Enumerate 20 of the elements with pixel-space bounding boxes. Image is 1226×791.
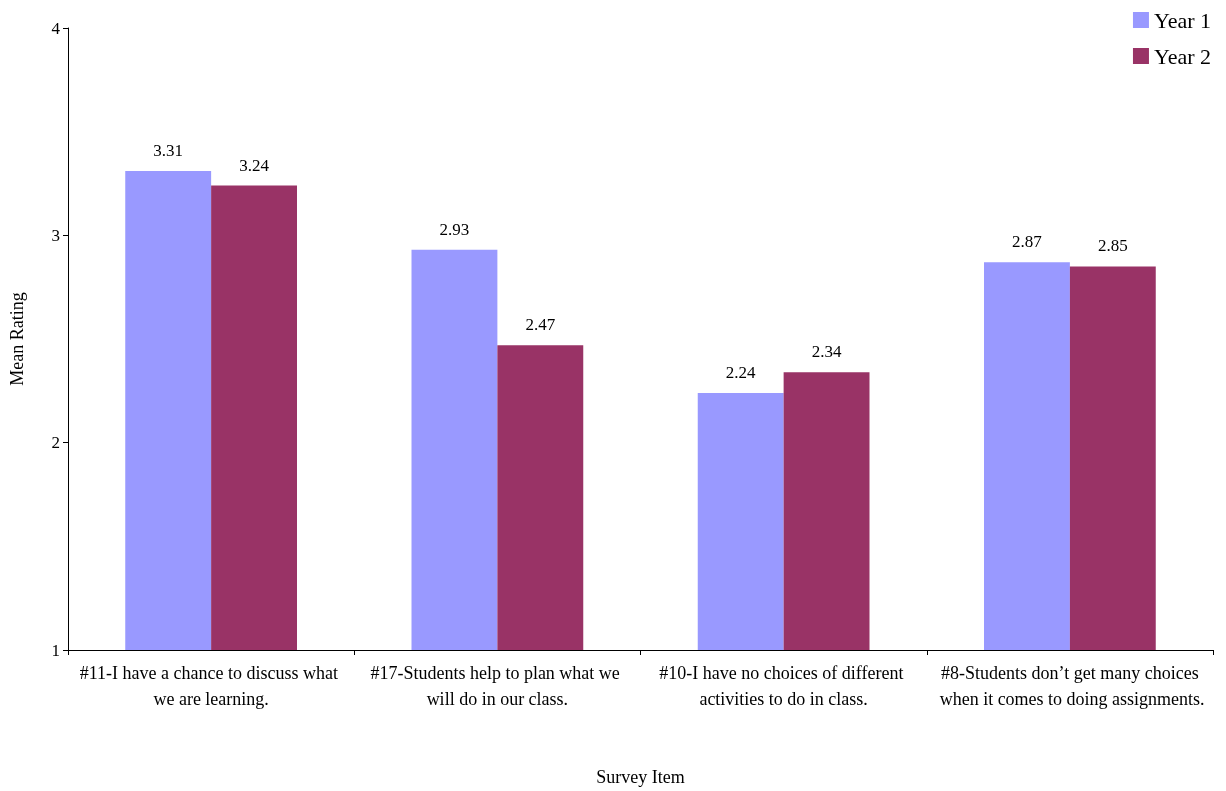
data-label: 2.24 bbox=[725, 362, 757, 382]
data-label: 2.85 bbox=[1097, 236, 1128, 256]
y-tick-label: 3 bbox=[51, 225, 60, 245]
data-label: 3.24 bbox=[239, 155, 270, 175]
y-tick-label: 4 bbox=[51, 18, 61, 38]
x-tick-label: #10-I have no choices of different activities to do in class. bbox=[659, 663, 908, 709]
legend-label: Year 1 bbox=[1153, 7, 1212, 33]
data-label: 2.47 bbox=[525, 315, 556, 335]
y-tick-label: 1 bbox=[51, 640, 60, 660]
data-label: 3.31 bbox=[153, 141, 184, 161]
legend-label: Year 2 bbox=[1153, 43, 1212, 69]
x-axis-title: Survey Item bbox=[596, 767, 685, 787]
x-tick-label: #17-Students help to plan what we will do in our class. bbox=[370, 663, 625, 709]
data-label: 2.87 bbox=[1012, 232, 1043, 252]
x-tick-label: #8-Students don’t get many choices when it comes to doing assignments. bbox=[935, 663, 1205, 709]
y-tick-label: 2 bbox=[51, 433, 60, 453]
data-label: 2.34 bbox=[811, 342, 842, 362]
x-tick-label: #11-I have a chance to discuss what we are learning. bbox=[79, 663, 343, 709]
data-label: 2.93 bbox=[439, 219, 470, 239]
y-axis-title: Mean Rating bbox=[7, 292, 27, 386]
